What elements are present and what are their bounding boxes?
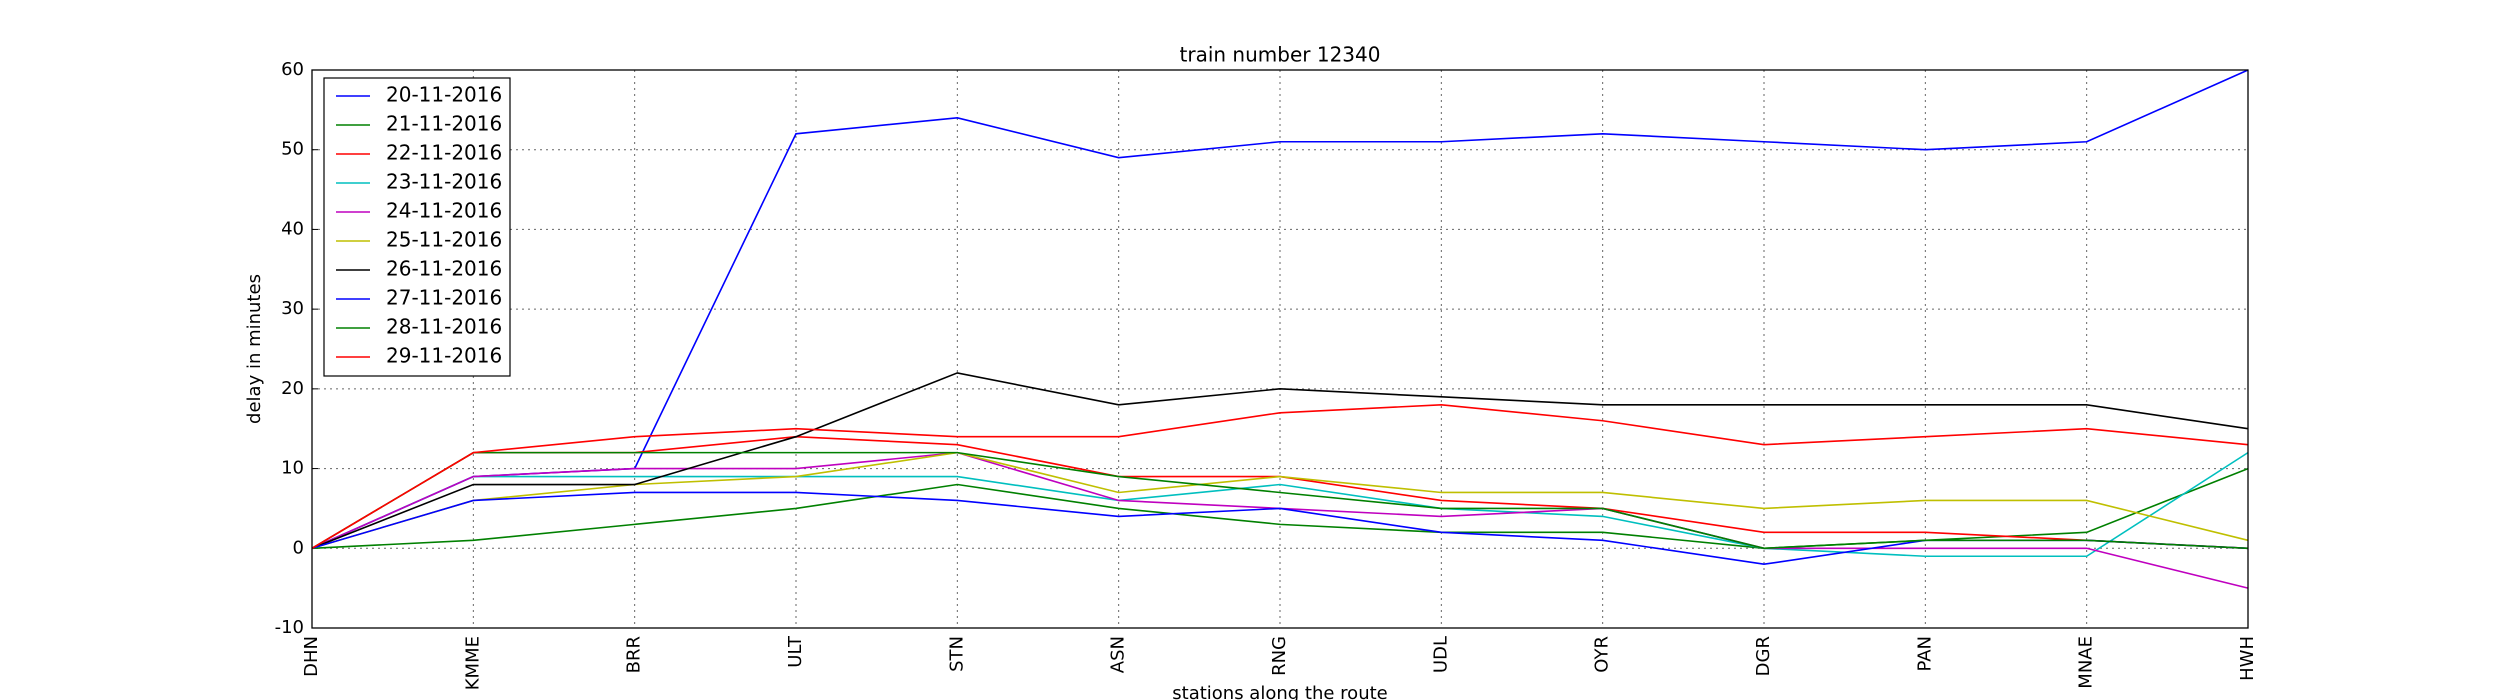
legend-label: 21-11-2016 <box>386 112 502 136</box>
legend-label: 27-11-2016 <box>386 286 502 310</box>
chart-title: train number 12340 <box>1180 43 1381 67</box>
series-line <box>311 403 2249 549</box>
x-tick-label: OYR <box>1592 636 1613 673</box>
y-tick-label: 20 <box>281 378 304 399</box>
y-tick-label: 60 <box>281 59 304 80</box>
x-axis-label: stations along the route <box>1172 683 1387 700</box>
y-axis-label: delay in minutes <box>244 274 265 424</box>
x-tick-label: KMME <box>462 636 483 690</box>
y-tick-label: 0 <box>293 537 304 558</box>
x-tick-label: STN <box>946 636 967 672</box>
y-tick-label: 10 <box>281 458 304 479</box>
series-line <box>311 451 2249 558</box>
y-tick-label: 30 <box>281 298 304 319</box>
legend-label: 29-11-2016 <box>386 344 502 368</box>
legend-label: 26-11-2016 <box>386 257 502 281</box>
legend-label: 20-11-2016 <box>386 83 502 107</box>
x-tick-label: DGR <box>1753 636 1774 676</box>
y-tick-label: 40 <box>281 218 304 239</box>
legend-label: 28-11-2016 <box>386 315 502 339</box>
legend-label: 25-11-2016 <box>386 228 502 252</box>
x-tick-label: ASN <box>1108 636 1129 673</box>
x-tick-label: BRR <box>624 636 645 673</box>
x-tick-label: HWH <box>2237 636 2258 681</box>
series-line <box>311 372 2249 550</box>
x-tick-label: MNAE <box>2076 636 2097 689</box>
x-tick-label: RNG <box>1269 636 1290 676</box>
legend-label: 22-11-2016 <box>386 141 502 165</box>
x-tick-label: ULT <box>785 635 806 668</box>
x-tick-label: PAN <box>1914 636 1935 671</box>
plot-frame <box>311 69 2249 629</box>
legend-label: 24-11-2016 <box>386 199 502 223</box>
y-tick-label: -10 <box>275 617 304 638</box>
x-tick-label: DHN <box>301 636 322 677</box>
legend-box <box>323 77 511 377</box>
x-tick-label: UDL <box>1430 636 1451 673</box>
legend-label: 23-11-2016 <box>386 170 502 194</box>
series-line <box>311 451 2249 550</box>
y-tick-label: 50 <box>281 139 304 160</box>
